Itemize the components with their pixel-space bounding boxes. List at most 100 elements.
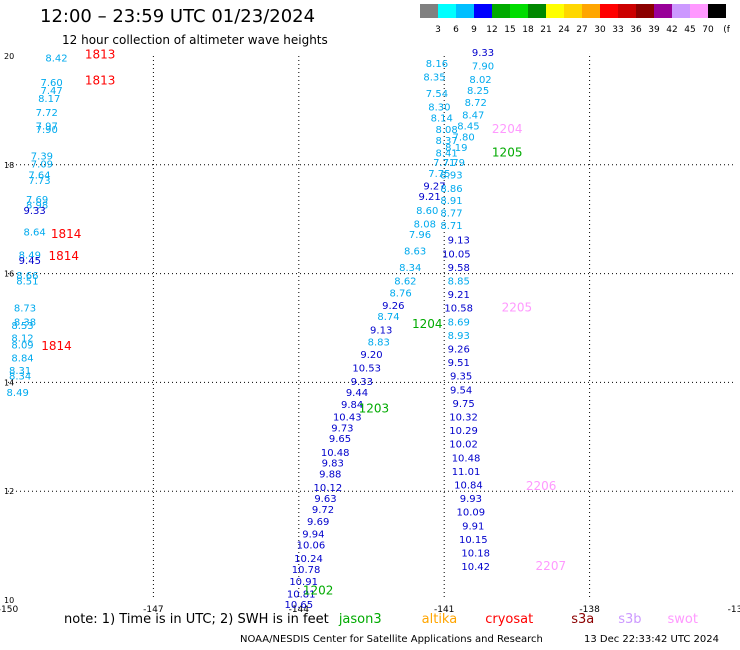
legend-label: 15 — [504, 25, 515, 35]
x-tick-label: -147 — [143, 605, 163, 612]
legend-swatch — [690, 4, 708, 18]
swh-value-label: 8.62 — [394, 276, 416, 287]
swh-value-label: 10.53 — [352, 364, 381, 375]
swh-value-label: 8.84 — [11, 354, 33, 365]
legend-swatch — [654, 4, 672, 18]
track-time-label: 2205 — [502, 301, 533, 315]
x-tick-label: -150 — [0, 605, 18, 612]
swh-value-label: 8.35 — [423, 72, 445, 83]
swh-value-label: 8.66 — [16, 271, 38, 282]
track-time-label: 1814 — [41, 339, 72, 353]
legend-swatch — [456, 4, 474, 18]
swh-value-label: 7.80 — [452, 132, 474, 143]
swh-value-label: 9.33 — [472, 48, 494, 59]
swh-value-label: 10.12 — [314, 483, 343, 494]
swh-value-label: 9.20 — [360, 350, 382, 361]
swh-value-label: 7.96 — [409, 230, 431, 241]
legend-label: 33 — [612, 25, 623, 35]
swh-value-label: 8.74 — [377, 312, 399, 323]
swh-value-label: 10.42 — [461, 562, 490, 573]
swh-value-label: 9.13 — [370, 325, 392, 336]
y-tick-label: 16 — [4, 270, 14, 279]
y-tick-label: 10 — [4, 596, 14, 605]
mission-label-altika: altika — [421, 612, 458, 627]
mission-label-swot: swot — [667, 612, 698, 627]
swh-value-label: 10.43 — [333, 412, 362, 423]
track-time-label: 1203 — [359, 401, 390, 415]
legend-swatch — [474, 4, 492, 18]
swh-value-label: 8.69 — [448, 317, 470, 328]
x-tick-label: -13 — [728, 605, 740, 612]
legend-label: 6 — [453, 25, 459, 35]
swh-value-label: 9.75 — [452, 399, 474, 410]
swh-value-label: 10.78 — [292, 565, 321, 576]
legend-label: 36 — [630, 25, 642, 35]
track-time-label: 1205 — [492, 146, 523, 160]
swh-value-label: 9.27 — [423, 181, 445, 192]
swh-value-label: 10.06 — [297, 540, 326, 551]
legend-label: 39 — [648, 25, 660, 35]
track-time-label: 2207 — [536, 559, 567, 573]
swh-value-label: 8.41 — [435, 149, 457, 160]
swh-value-label: 9.21 — [448, 290, 470, 301]
legend-label: 45 — [684, 25, 695, 35]
swh-value-label: 10.91 — [289, 577, 318, 588]
swh-value-label: 8.60 — [416, 206, 438, 217]
track-time-label: 1814 — [48, 249, 79, 263]
swh-value-label: 10.29 — [449, 426, 478, 437]
swh-value-label: 8.08 — [414, 219, 436, 230]
swh-value-label: 7.72 — [36, 108, 58, 119]
swh-value-label: 8.71 — [440, 221, 462, 232]
swh-value-label: 10.48 — [321, 448, 350, 459]
page-title: 12:00 – 23:59 UTC 01/23/2024 — [40, 6, 316, 27]
mission-label-cryosat: cryosat — [485, 612, 534, 627]
swh-value-label: 7.90 — [36, 125, 58, 136]
legend-label: 27 — [576, 25, 587, 35]
swh-value-label: 10.81 — [287, 589, 316, 600]
swh-value-label: 9.26 — [448, 344, 470, 355]
swh-value-label: 9.13 — [448, 236, 470, 247]
track-time-label: 1814 — [51, 227, 82, 241]
track-time-label: 1204 — [412, 317, 443, 331]
x-tick-label: -138 — [579, 605, 600, 612]
swh-value-label: 8.51 — [16, 276, 38, 287]
swh-value-label: 8.34 — [399, 263, 421, 274]
swh-value-label: 7.54 — [426, 89, 448, 100]
wave-height-chart: -150 -147 -144 -141 -138 -13 10 12 14 16 18 20 8.42 7… — [0, 48, 740, 612]
swh-value-label: 9.72 — [312, 505, 334, 516]
swh-value-label: 8.12 — [11, 334, 33, 345]
swh-value-label: 9.44 — [346, 388, 368, 399]
swh-value-label: 8.73 — [14, 304, 36, 315]
swh-value-label: 7.69 — [26, 195, 48, 206]
y-tick-label: 18 — [4, 161, 14, 170]
legend-label: 70 — [702, 25, 714, 35]
swh-value-label: 8.30 — [428, 102, 450, 113]
y-tick-label: 12 — [4, 487, 14, 496]
swh-value-label: 8.25 — [467, 86, 489, 97]
legend-swatch — [546, 4, 564, 18]
swh-value-label: 8.49 — [7, 388, 29, 399]
swh-value-label: 7.60 — [40, 78, 62, 89]
swh-value-label: 9.58 — [448, 263, 470, 274]
legend-swatch — [528, 4, 546, 18]
swh-value-label: 8.72 — [465, 98, 487, 109]
swh-value-label: 7.79 — [443, 158, 465, 169]
swh-value-label: 7.47 — [40, 86, 62, 97]
swh-value-label: 10.09 — [457, 508, 486, 519]
swh-value-label: 10.24 — [294, 554, 323, 565]
track-time-label: 1813 — [85, 73, 116, 87]
swh-value-label: 7.90 — [472, 62, 494, 73]
swh-value-label: 9.69 — [307, 517, 329, 528]
legend-label: 12 — [486, 25, 497, 35]
swh-value-label: 8.14 — [431, 113, 453, 124]
legend-swatch — [492, 4, 510, 18]
footer-timestamp: 13 Dec 22:33:42 UTC 2024 — [584, 634, 719, 645]
swh-value-label: 7.09 — [31, 160, 53, 171]
mission-label-s3a: s3a — [571, 612, 595, 627]
footer-note-row: note: 1) Time is in UTC; 2) SWH is in fe… — [64, 612, 698, 627]
swh-value-label: 8.77 — [440, 208, 462, 219]
swh-value-label: 10.65 — [284, 600, 313, 611]
swh-value-label: 8.76 — [389, 288, 411, 299]
swh-value-label: 8.63 — [404, 247, 426, 258]
swh-value-label: 9.45 — [19, 256, 41, 267]
